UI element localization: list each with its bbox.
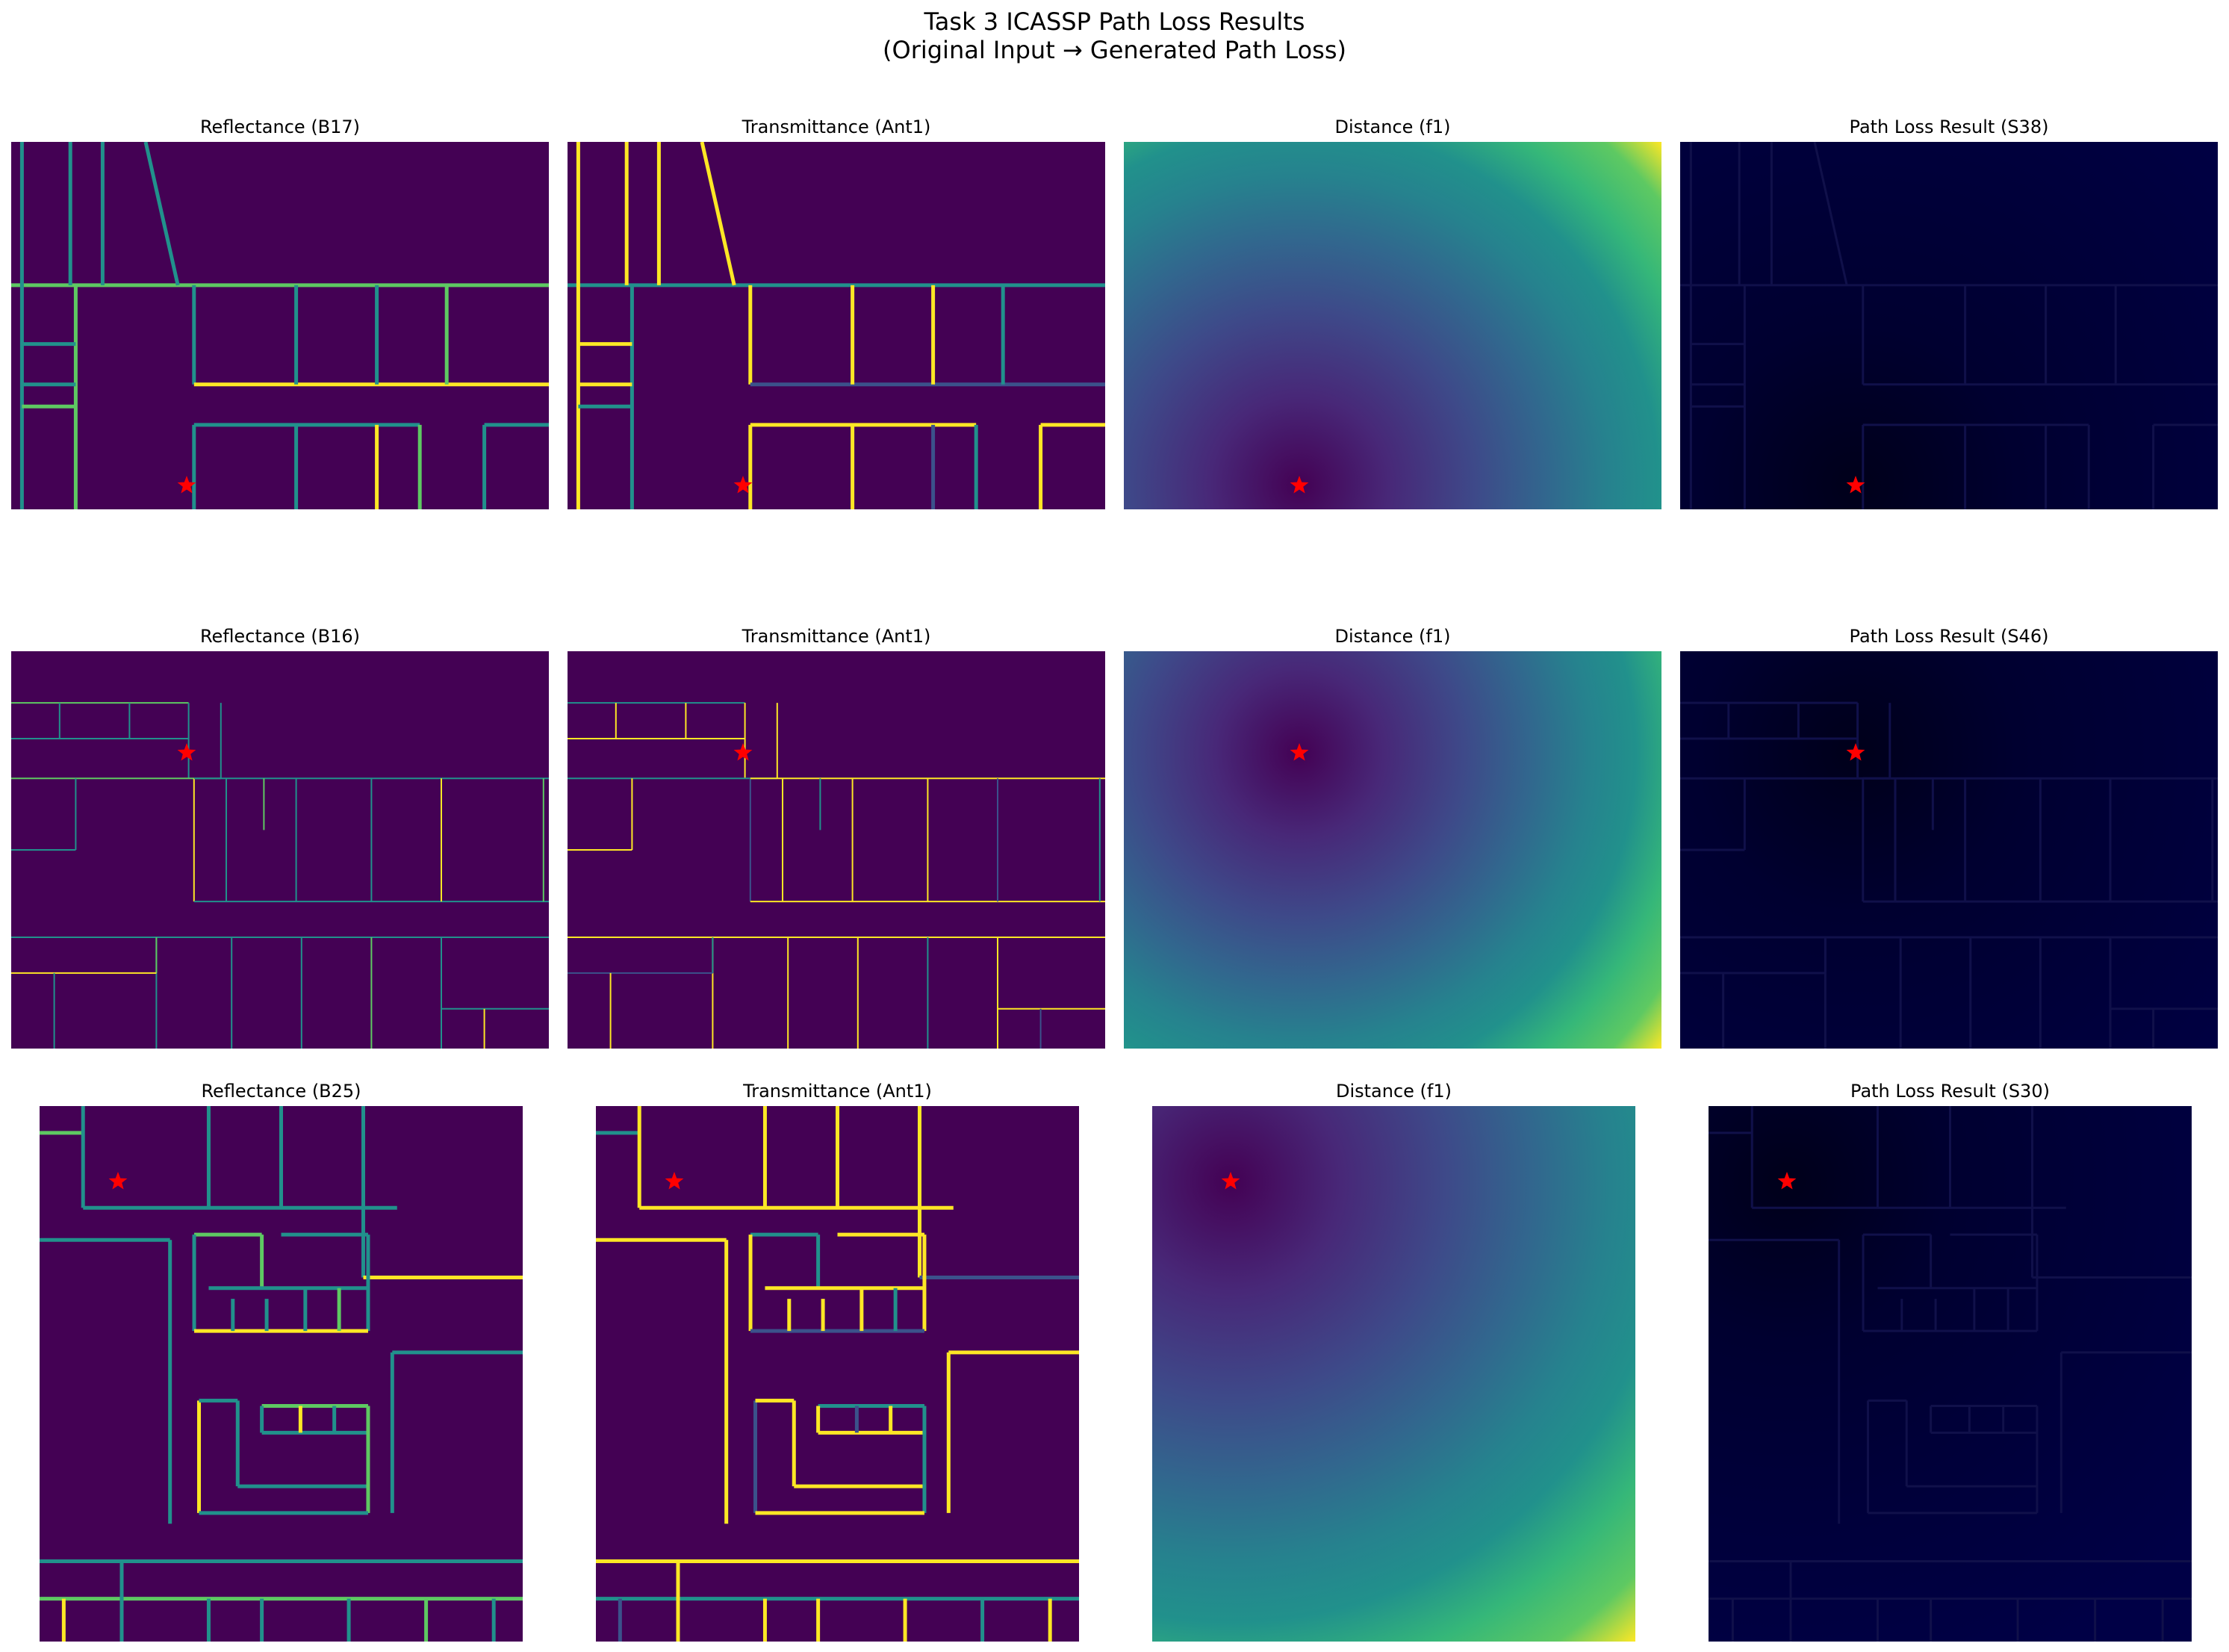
reflectance-map [40,1106,523,1642]
distance-gradient [1124,651,1661,1049]
red-star-icon [177,743,196,761]
panel-title: Distance (f1) [1335,1081,1452,1102]
figure-title-line2: (Original Input → Generated Path Loss) [883,36,1346,64]
panel-title: Path Loss Result (S46) [1849,626,2049,647]
transmittance-map [596,1106,1079,1642]
pathloss-map [1709,1106,2192,1642]
figure-title: Task 3 ICASSP Path Loss Results (Origina… [0,7,2229,64]
red-star-icon [733,743,753,761]
panel-title: Reflectance (B25) [201,1081,361,1102]
reflectance-map [11,651,549,1049]
distance-gradient [1152,1106,1635,1642]
wall-segment [143,142,180,286]
panel-title: Path Loss Result (S38) [1849,117,2049,137]
distance-gradient [1124,142,1661,509]
pathloss-map [1680,651,2218,1049]
map-background [11,651,549,1049]
panel-title: Transmittance (Ant1) [742,626,931,647]
wall-segment [700,142,736,286]
figure-title-line1: Task 3 ICASSP Path Loss Results [924,7,1305,36]
transmittance-map [568,651,1105,1049]
panel-title: Transmittance (Ant1) [742,117,931,137]
distance-map [1124,651,1661,1049]
map-background [568,142,1105,509]
pathloss-background [1680,142,2218,509]
panel-title: Distance (f1) [1334,626,1451,647]
red-star-icon [1777,1172,1797,1190]
reflectance-map [11,142,549,509]
red-star-icon [1290,743,1309,761]
transmittance-map [568,142,1105,509]
pathloss-wall [1813,142,1848,286]
red-star-icon [1846,743,1865,761]
distance-map [1124,142,1661,509]
panel-title: Distance (f1) [1334,117,1451,137]
red-star-icon [733,476,753,494]
pathloss-map [1680,142,2218,509]
map-background [11,142,549,509]
distance-map [1152,1106,1635,1642]
red-star-icon [1846,476,1865,494]
panel-title: Reflectance (B16) [199,626,361,647]
red-star-icon [108,1172,128,1190]
red-star-icon [177,476,196,494]
map-background [568,651,1105,1049]
red-star-icon [1221,1172,1240,1190]
panel-title: Transmittance (Ant1) [743,1081,932,1102]
red-star-icon [665,1172,684,1190]
panel-title: Path Loss Result (S30) [1850,1081,2050,1102]
pathloss-background [1680,651,2218,1049]
panel-title: Reflectance (B17) [199,117,361,137]
red-star-icon [1290,476,1309,494]
